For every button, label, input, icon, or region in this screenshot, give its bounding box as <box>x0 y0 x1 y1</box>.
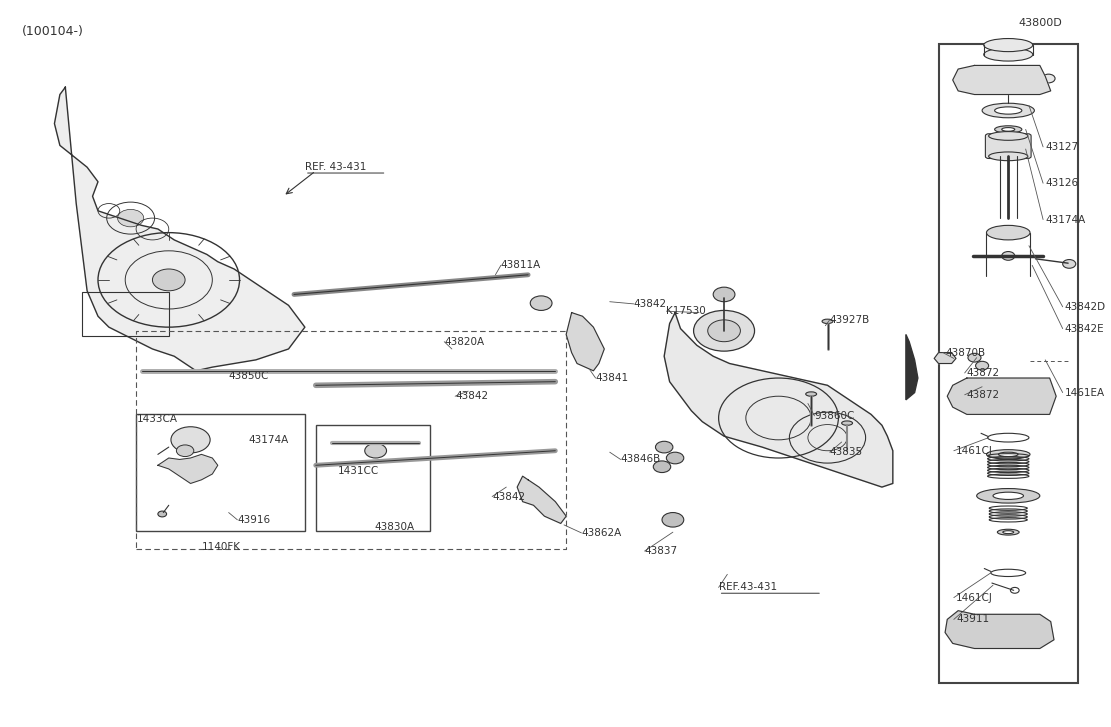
Circle shape <box>662 513 683 527</box>
Circle shape <box>1063 260 1075 268</box>
Polygon shape <box>905 334 918 400</box>
Circle shape <box>1031 403 1044 412</box>
Polygon shape <box>158 454 218 483</box>
Ellipse shape <box>977 489 1040 503</box>
Text: 43800D: 43800D <box>1018 18 1062 28</box>
Ellipse shape <box>983 39 1033 52</box>
Text: 43916: 43916 <box>238 515 270 525</box>
Text: 43811A: 43811A <box>501 260 541 270</box>
Text: 43835: 43835 <box>830 447 863 457</box>
Text: 1461EA: 1461EA <box>1064 387 1105 398</box>
Text: K17530: K17530 <box>667 306 707 316</box>
Ellipse shape <box>994 391 1022 401</box>
Text: (100104-): (100104-) <box>22 25 83 39</box>
Ellipse shape <box>842 421 852 425</box>
Circle shape <box>171 427 210 453</box>
Circle shape <box>972 403 985 412</box>
Circle shape <box>177 445 193 457</box>
Circle shape <box>118 209 143 227</box>
Text: 43127: 43127 <box>1045 142 1079 152</box>
Text: REF.43-431: REF.43-431 <box>719 582 777 593</box>
Ellipse shape <box>999 452 1018 457</box>
Polygon shape <box>664 313 893 487</box>
Circle shape <box>972 380 985 389</box>
Text: 1431CC: 1431CC <box>338 466 379 476</box>
Text: 43842D: 43842D <box>1064 302 1105 312</box>
Ellipse shape <box>1002 252 1014 260</box>
Ellipse shape <box>979 383 1038 409</box>
Ellipse shape <box>993 492 1023 499</box>
Circle shape <box>667 452 683 464</box>
Text: 43842: 43842 <box>633 299 667 309</box>
Text: 1433CA: 1433CA <box>137 414 178 425</box>
Ellipse shape <box>805 392 817 396</box>
Circle shape <box>653 461 671 473</box>
Polygon shape <box>934 353 955 364</box>
Bar <box>939 44 1078 683</box>
Text: 43862A: 43862A <box>581 528 622 538</box>
Text: 43911: 43911 <box>955 614 989 624</box>
Ellipse shape <box>998 627 1019 634</box>
Ellipse shape <box>994 107 1022 114</box>
Text: 43841: 43841 <box>595 373 629 383</box>
Ellipse shape <box>1042 74 1055 83</box>
Circle shape <box>968 353 981 362</box>
Text: 43830A: 43830A <box>374 522 414 532</box>
Ellipse shape <box>983 48 1033 61</box>
Polygon shape <box>567 313 604 371</box>
Text: 1140FK: 1140FK <box>201 542 240 552</box>
Text: 43126: 43126 <box>1045 178 1079 188</box>
Circle shape <box>975 361 989 370</box>
Text: 43870B: 43870B <box>945 348 985 358</box>
Ellipse shape <box>989 132 1028 140</box>
Ellipse shape <box>987 449 1030 459</box>
Circle shape <box>693 310 754 351</box>
Circle shape <box>530 296 552 310</box>
Ellipse shape <box>987 624 1030 638</box>
Circle shape <box>713 287 735 302</box>
Circle shape <box>152 269 186 291</box>
Ellipse shape <box>1003 531 1013 534</box>
FancyBboxPatch shape <box>985 134 1031 158</box>
Text: 43837: 43837 <box>644 546 678 556</box>
Text: 43846B: 43846B <box>621 454 661 465</box>
Ellipse shape <box>1002 128 1014 132</box>
Circle shape <box>708 320 740 342</box>
Ellipse shape <box>994 126 1022 133</box>
Ellipse shape <box>987 225 1030 240</box>
Text: 43872: 43872 <box>967 390 1000 400</box>
Text: REF. 43-431: REF. 43-431 <box>304 162 367 172</box>
Text: 43820A: 43820A <box>444 337 484 347</box>
Text: 43842: 43842 <box>456 391 488 401</box>
Text: 1461CJ: 1461CJ <box>955 446 993 456</box>
Text: 43872: 43872 <box>967 368 1000 378</box>
Bar <box>137 414 304 531</box>
Text: 43842: 43842 <box>492 491 526 502</box>
Circle shape <box>1031 380 1044 389</box>
Text: 43174A: 43174A <box>248 435 289 445</box>
Bar <box>316 425 430 531</box>
Polygon shape <box>518 476 567 523</box>
Bar <box>82 292 169 336</box>
Text: 43174A: 43174A <box>1045 214 1085 225</box>
Text: 43850C: 43850C <box>229 371 269 381</box>
Polygon shape <box>948 378 1057 414</box>
Ellipse shape <box>989 152 1028 161</box>
Circle shape <box>158 511 167 517</box>
Ellipse shape <box>982 103 1034 118</box>
Circle shape <box>655 441 673 453</box>
Text: 43842E: 43842E <box>1064 324 1104 334</box>
Text: 43927B: 43927B <box>830 315 870 325</box>
Text: 93860C: 93860C <box>814 411 854 421</box>
Polygon shape <box>953 65 1051 95</box>
Polygon shape <box>54 87 304 371</box>
Text: 1461CJ: 1461CJ <box>955 593 993 603</box>
Circle shape <box>364 443 387 458</box>
Polygon shape <box>945 611 1054 648</box>
Ellipse shape <box>998 529 1019 535</box>
Ellipse shape <box>822 319 833 324</box>
